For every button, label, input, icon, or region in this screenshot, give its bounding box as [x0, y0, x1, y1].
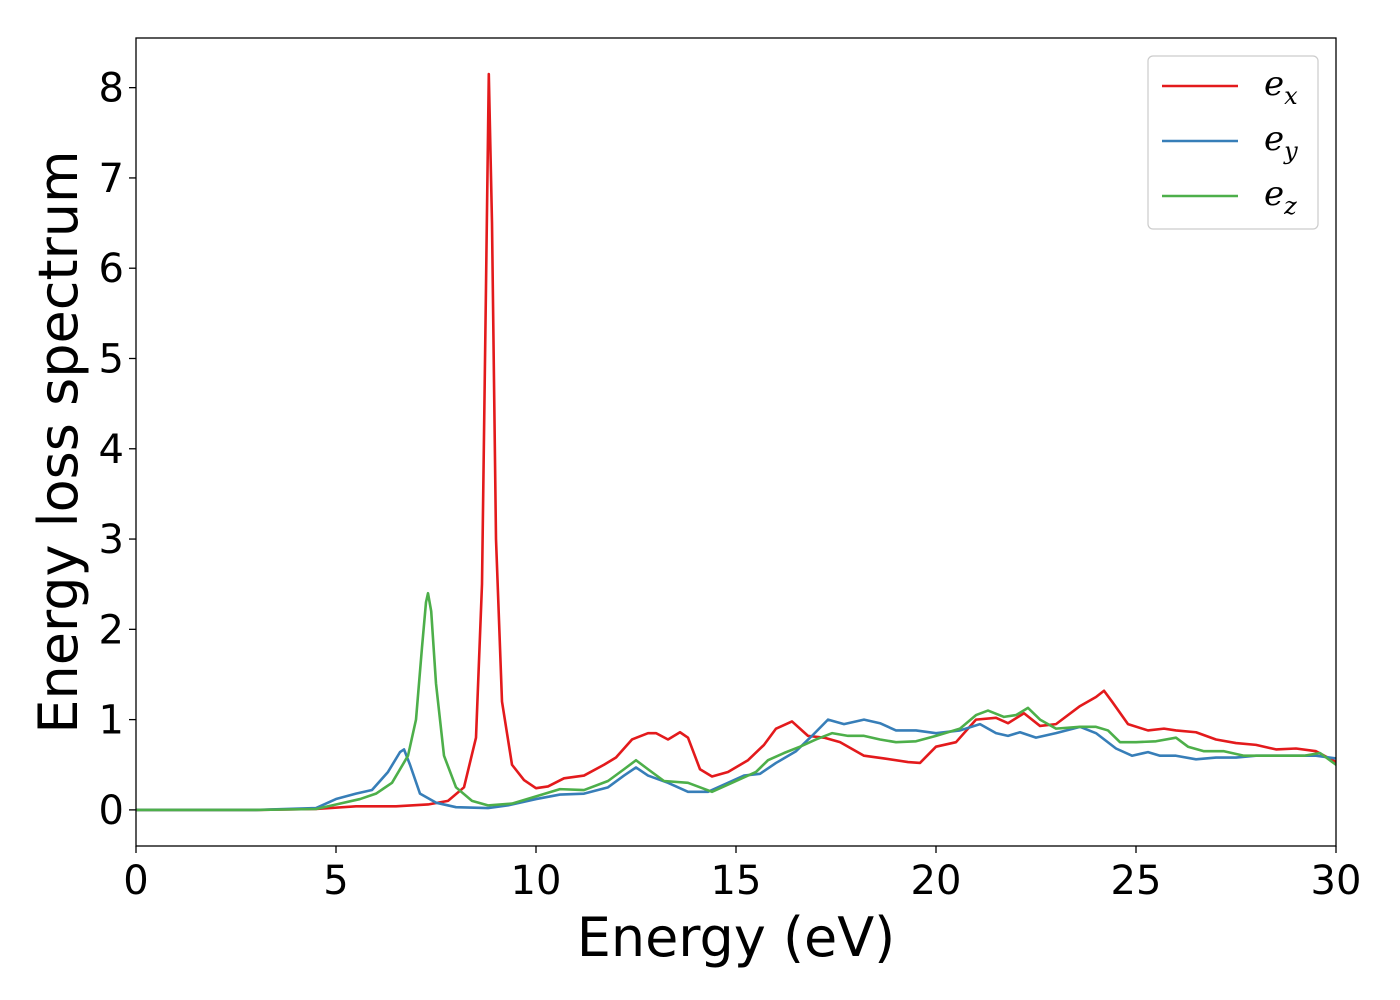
x-tick-label: 15: [711, 858, 762, 904]
x-tick-label: 0: [123, 858, 148, 904]
legend-label-subscript: z: [1283, 192, 1297, 220]
legend-box: [1147, 55, 1319, 230]
legend-label-subscript: y: [1283, 137, 1298, 165]
y-axis-title: Energy loss spectrum: [27, 150, 90, 733]
legend-label-base: e: [1264, 174, 1284, 214]
legend-label-y: ey: [1264, 119, 1298, 165]
x-tick-label: 25: [1111, 858, 1162, 904]
y-tick-label: 1: [99, 698, 124, 744]
legend-label-x: ex: [1264, 64, 1298, 110]
x-axis: 0 5 10 15 20 25 30: [123, 846, 1361, 904]
y-tick-label: 8: [99, 66, 124, 112]
y-tick-label: 5: [99, 336, 124, 382]
legend-label-base: e: [1264, 119, 1284, 159]
plot-lines: [136, 72, 1336, 812]
y-tick-label: 4: [99, 427, 124, 473]
y-tick-label: 2: [99, 607, 124, 653]
x-tick-label: 30: [1311, 858, 1362, 904]
legend-label-subscript: x: [1284, 82, 1298, 110]
series-line-x: [136, 72, 1336, 812]
x-tick-label: 10: [511, 858, 562, 904]
series-line-z: [136, 591, 1336, 812]
y-tick-label: 3: [99, 517, 124, 563]
x-tick-label: 20: [911, 858, 962, 904]
legend-label-base: e: [1264, 64, 1284, 104]
y-tick-label: 6: [99, 246, 124, 292]
legend-label-z: ez: [1264, 174, 1297, 220]
x-axis-title: Energy (eV): [577, 906, 896, 969]
y-axis: 0 1 2 3 4 5 6 7 8: [99, 66, 136, 834]
x-tick-label: 5: [323, 858, 348, 904]
y-tick-label: 0: [99, 788, 124, 834]
y-tick-label: 7: [99, 156, 124, 202]
